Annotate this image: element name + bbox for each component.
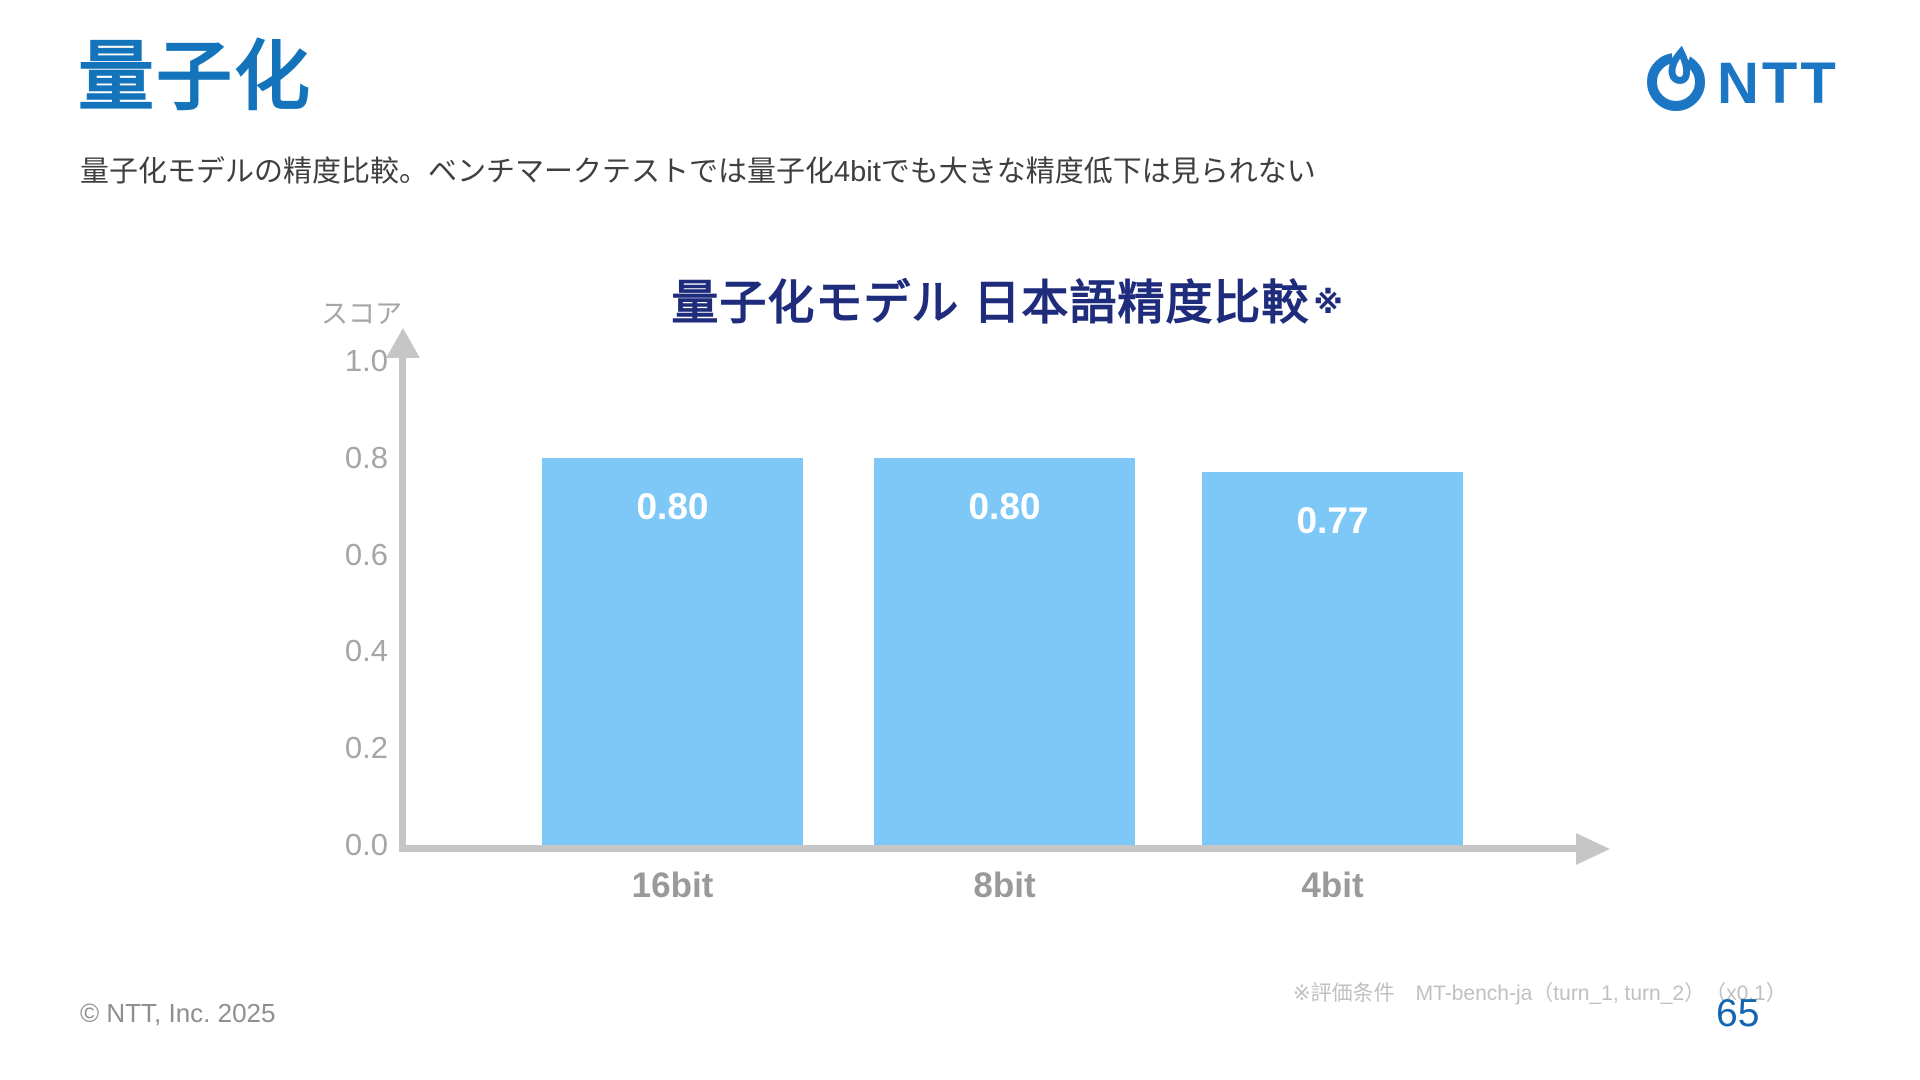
y-axis-arrow-icon	[386, 328, 420, 358]
y-axis-line	[399, 356, 406, 845]
chart-title: 量子化モデル 日本語精度比較 ※	[400, 264, 1615, 333]
copyright: © NTT, Inc. 2025	[80, 998, 276, 1028]
bar-16bit: 0.80	[542, 458, 803, 845]
slide-subtitle: 量子化モデルの精度比較。ベンチマークテストでは量子化4bitでも大きな精度低下は…	[80, 156, 1316, 188]
y-tick-label: 0.4	[344, 633, 388, 669]
chart-title-note-mark: ※	[1313, 287, 1344, 320]
y-tick-label: 1.0	[344, 343, 388, 378]
chart-title-text: 量子化モデル 日本語精度比較	[671, 276, 1310, 329]
y-tick-label: 0.2	[344, 730, 388, 766]
bar-4bit: 0.77	[1202, 472, 1463, 845]
bar-value-label: 0.77	[1296, 500, 1369, 541]
y-tick-label: 0.8	[344, 439, 388, 475]
y-axis-label: スコア	[321, 299, 402, 329]
bar-8bit: 0.80	[874, 458, 1135, 845]
x-axis-line	[399, 845, 1577, 852]
ntt-logo-text: NTT	[1717, 51, 1839, 112]
bar-value-label: 0.80	[968, 486, 1041, 527]
page-number: 65	[1716, 992, 1760, 1035]
x-axis-arrow-icon	[1576, 832, 1610, 865]
ntt-dynamic-loop-icon: NTT	[1647, 46, 1839, 112]
x-tick-label: 8bit	[973, 866, 1036, 905]
y-tick-label: 0.6	[344, 536, 388, 572]
y-tick-label: 0.0	[344, 827, 388, 862]
bar-value-label: 0.80	[636, 486, 709, 527]
x-tick-label: 16bit	[631, 866, 714, 905]
page-title: 量子化	[78, 35, 312, 120]
footnote: ※評価条件 MT-bench-ja（turn_1, turn_2） （x0.1）	[1293, 982, 1787, 1005]
x-tick-label: 4bit	[1301, 866, 1364, 905]
ntt-logo: NTT	[1645, 46, 1860, 112]
